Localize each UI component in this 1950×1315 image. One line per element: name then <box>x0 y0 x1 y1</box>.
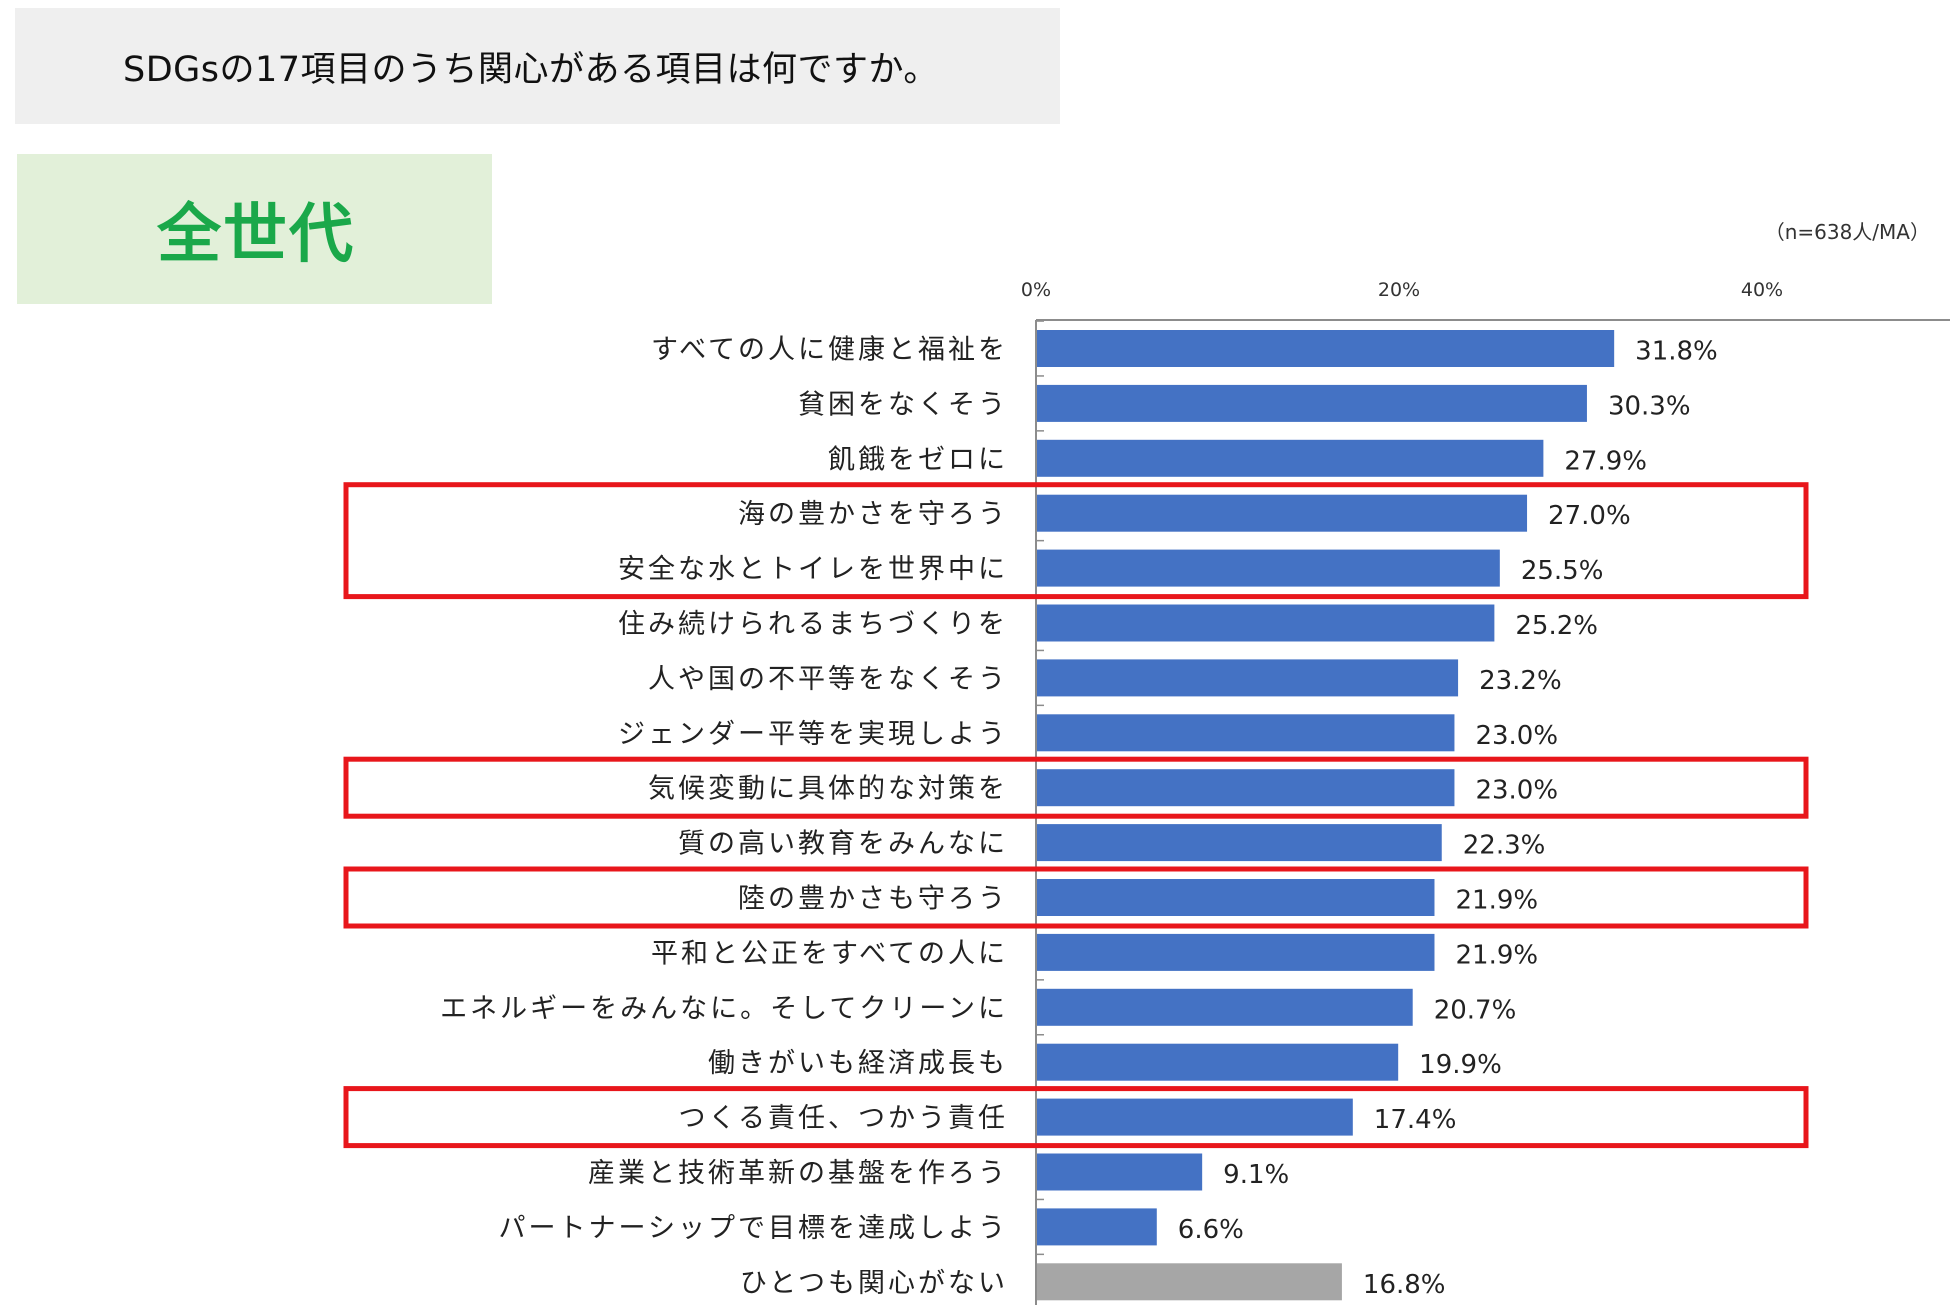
bar <box>1037 549 1500 587</box>
bar <box>1037 494 1528 532</box>
value-label: 23.0% <box>1475 776 1558 806</box>
value-label: 6.6% <box>1178 1215 1244 1245</box>
bar <box>1037 1098 1353 1136</box>
group-label-box: 全世代 <box>17 154 492 304</box>
value-label: 19.9% <box>1419 1050 1502 1080</box>
category-label: 住み続けられるまちづくりを <box>618 609 1008 640</box>
bar <box>1037 879 1435 916</box>
category-label: 質の高い教育をみんなに <box>678 829 1008 860</box>
bar <box>1037 714 1455 752</box>
value-label: 23.0% <box>1475 721 1558 751</box>
bar <box>1037 988 1413 1026</box>
highlight-box <box>343 866 1809 929</box>
category-label: 安全な水とトイレを世界中に <box>618 554 1008 585</box>
category-label: 海の豊かさを守ろう <box>738 499 1008 530</box>
bar <box>1037 659 1459 697</box>
category-label: ひとつも関心がない <box>740 1268 1008 1299</box>
highlight-box <box>343 756 1809 819</box>
category-label: つくる責任、つかう責任 <box>679 1103 1008 1134</box>
value-label: 25.2% <box>1515 611 1598 641</box>
value-label: 21.9% <box>1455 940 1538 970</box>
category-label: 気候変動に具体的な対策を <box>648 774 1008 805</box>
bar <box>1037 1263 1342 1301</box>
value-label: 25.5% <box>1521 556 1604 586</box>
value-label: 9.1% <box>1223 1160 1289 1190</box>
question-text: SDGsの17項目のうち関心がある項目は何ですか。 <box>123 49 939 90</box>
category-label: すべての人に健康と福祉を <box>651 335 1008 366</box>
value-label: 27.0% <box>1548 501 1631 531</box>
value-label: 16.8% <box>1363 1270 1446 1300</box>
question-banner: SDGsの17項目のうち関心がある項目は何ですか。 <box>15 8 1060 124</box>
sample-size-note: （n=638人/MA） <box>1764 220 1930 244</box>
bar <box>1037 1208 1157 1246</box>
category-label: 貧困をなくそう <box>798 389 1008 420</box>
value-label: 23.2% <box>1479 666 1562 696</box>
category-label: 平和と公正をすべての人に <box>651 938 1008 969</box>
bar <box>1037 384 1587 422</box>
highlight-box <box>343 482 1809 600</box>
category-label: 人や国の不平等をなくそう <box>648 664 1008 695</box>
value-label: 22.3% <box>1463 831 1546 861</box>
bar <box>1037 1043 1399 1081</box>
category-label: パートナーシップで目標を達成しよう <box>499 1213 1008 1244</box>
bar <box>1037 604 1495 642</box>
x-tick-label: 20% <box>1378 279 1420 301</box>
bar <box>1037 769 1455 807</box>
highlight-box <box>343 1086 1809 1149</box>
bar <box>1037 330 1615 367</box>
category-label: 飢餓をゼロに <box>828 444 1008 475</box>
value-label: 27.9% <box>1564 446 1647 476</box>
category-label: ジェンダー平等を実現しよう <box>618 719 1008 750</box>
category-label: 陸の豊かさも守ろう <box>738 884 1008 915</box>
bar <box>1037 439 1544 477</box>
category-label: 産業と技術革新の基盤を作ろう <box>588 1158 1008 1189</box>
value-label: 17.4% <box>1374 1105 1457 1135</box>
x-tick-label: 40% <box>1741 279 1783 301</box>
value-label: 20.7% <box>1434 995 1517 1025</box>
value-label: 21.9% <box>1455 886 1538 916</box>
category-label: 働きがいも経済成長も <box>708 1048 1008 1079</box>
bar <box>1037 824 1442 862</box>
bar <box>1037 1153 1203 1191</box>
group-label: 全世代 <box>157 198 355 272</box>
value-label: 30.3% <box>1608 391 1691 421</box>
value-label: 31.8% <box>1635 337 1718 367</box>
bar <box>1037 933 1435 971</box>
x-tick-label: 0% <box>1021 279 1051 301</box>
category-label: エネルギーをみんなに。そしてクリーンに <box>440 993 1008 1024</box>
